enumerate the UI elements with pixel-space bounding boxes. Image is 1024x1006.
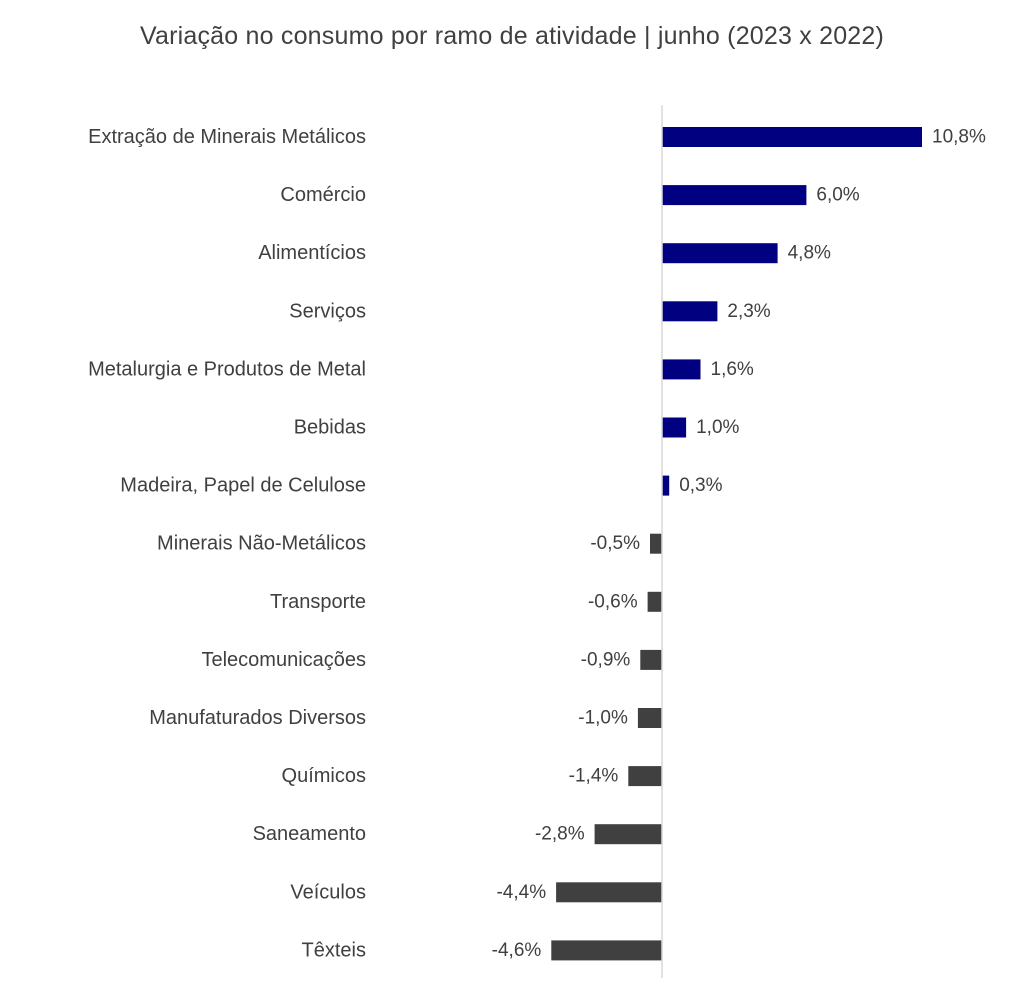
bars-layer bbox=[551, 127, 922, 961]
value-label-13: -4,4% bbox=[496, 882, 546, 903]
category-label-8: Transporte bbox=[270, 591, 366, 613]
value-label-10: -1,0% bbox=[578, 708, 628, 729]
bar-1 bbox=[662, 185, 807, 206]
value-label-11: -1,4% bbox=[569, 766, 619, 787]
value-label-4: 1,6% bbox=[711, 359, 754, 380]
bar-4 bbox=[662, 359, 701, 380]
bar-0 bbox=[662, 127, 922, 147]
category-label-4: Metalurgia e Produtos de Metal bbox=[88, 358, 366, 380]
bar-13 bbox=[556, 882, 662, 903]
category-label-0: Extração de Minerais Metálicos bbox=[88, 126, 366, 148]
bar-8 bbox=[647, 591, 662, 612]
bar-10 bbox=[637, 708, 662, 728]
category-label-3: Serviços bbox=[289, 300, 366, 322]
category-label-6: Madeira, Papel de Celulose bbox=[120, 475, 366, 497]
category-label-14: Têxteis bbox=[302, 939, 366, 961]
category-label-12: Saneamento bbox=[253, 823, 366, 845]
bar-3 bbox=[662, 301, 718, 322]
value-label-3: 2,3% bbox=[727, 301, 770, 322]
bar-9 bbox=[640, 649, 662, 670]
category-label-10: Manufaturados Diversos bbox=[149, 707, 366, 729]
value-label-12: -2,8% bbox=[535, 824, 585, 845]
category-label-7: Minerais Não-Metálicos bbox=[157, 533, 366, 555]
value-label-9: -0,9% bbox=[581, 649, 631, 670]
value-label-8: -0,6% bbox=[588, 591, 638, 612]
bar-12 bbox=[594, 824, 662, 845]
category-label-5: Bebidas bbox=[294, 417, 366, 439]
value-label-1: 6,0% bbox=[816, 185, 859, 206]
bar-7 bbox=[650, 533, 662, 554]
bar-11 bbox=[628, 766, 662, 787]
value-label-0: 10,8% bbox=[932, 127, 986, 148]
labels-layer: Extração de Minerais Metálicos 10,8% Comér… bbox=[88, 126, 986, 961]
value-label-2: 4,8% bbox=[788, 243, 831, 264]
bar-6 bbox=[662, 475, 670, 496]
category-label-13: Veículos bbox=[290, 881, 366, 903]
bar-14 bbox=[551, 940, 662, 961]
value-label-7: -0,5% bbox=[590, 533, 640, 554]
chart-title: Variação no consumo por ramo de atividad… bbox=[139, 22, 885, 50]
category-label-11: Químicos bbox=[282, 765, 366, 787]
category-label-9: Telecomunicações bbox=[201, 649, 366, 671]
value-label-14: -4,6% bbox=[492, 940, 542, 961]
category-label-1: Comércio bbox=[280, 184, 366, 206]
value-label-6: 0,3% bbox=[679, 475, 722, 496]
bar-5 bbox=[662, 417, 687, 438]
bar-2 bbox=[662, 243, 778, 264]
value-label-5: 1,0% bbox=[696, 417, 739, 438]
category-label-2: Alimentícios bbox=[258, 242, 366, 264]
